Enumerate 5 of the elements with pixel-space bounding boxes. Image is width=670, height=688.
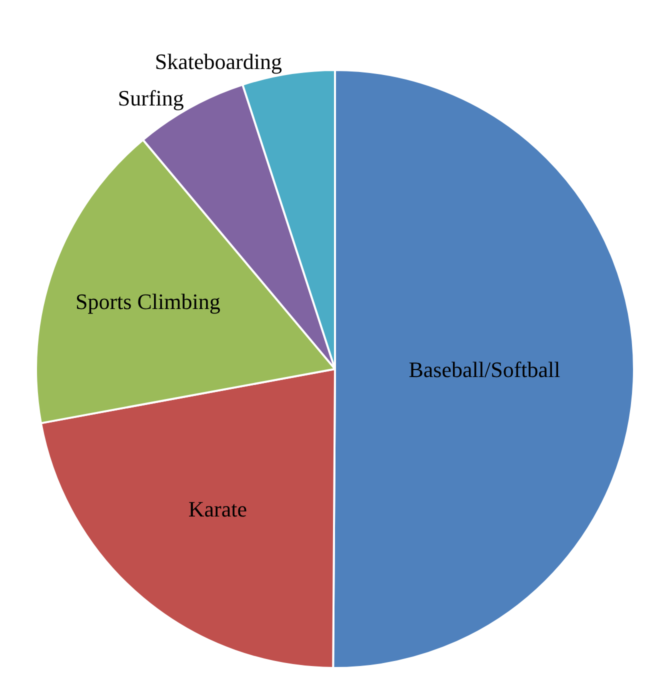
slice-label: Skateboarding <box>154 48 282 74</box>
slice-label: Karate <box>188 496 248 522</box>
slice-label: Sports Climbing <box>75 289 220 314</box>
slice-label: Surfing <box>118 85 184 110</box>
slice-label: Baseball/Softball <box>408 356 560 382</box>
